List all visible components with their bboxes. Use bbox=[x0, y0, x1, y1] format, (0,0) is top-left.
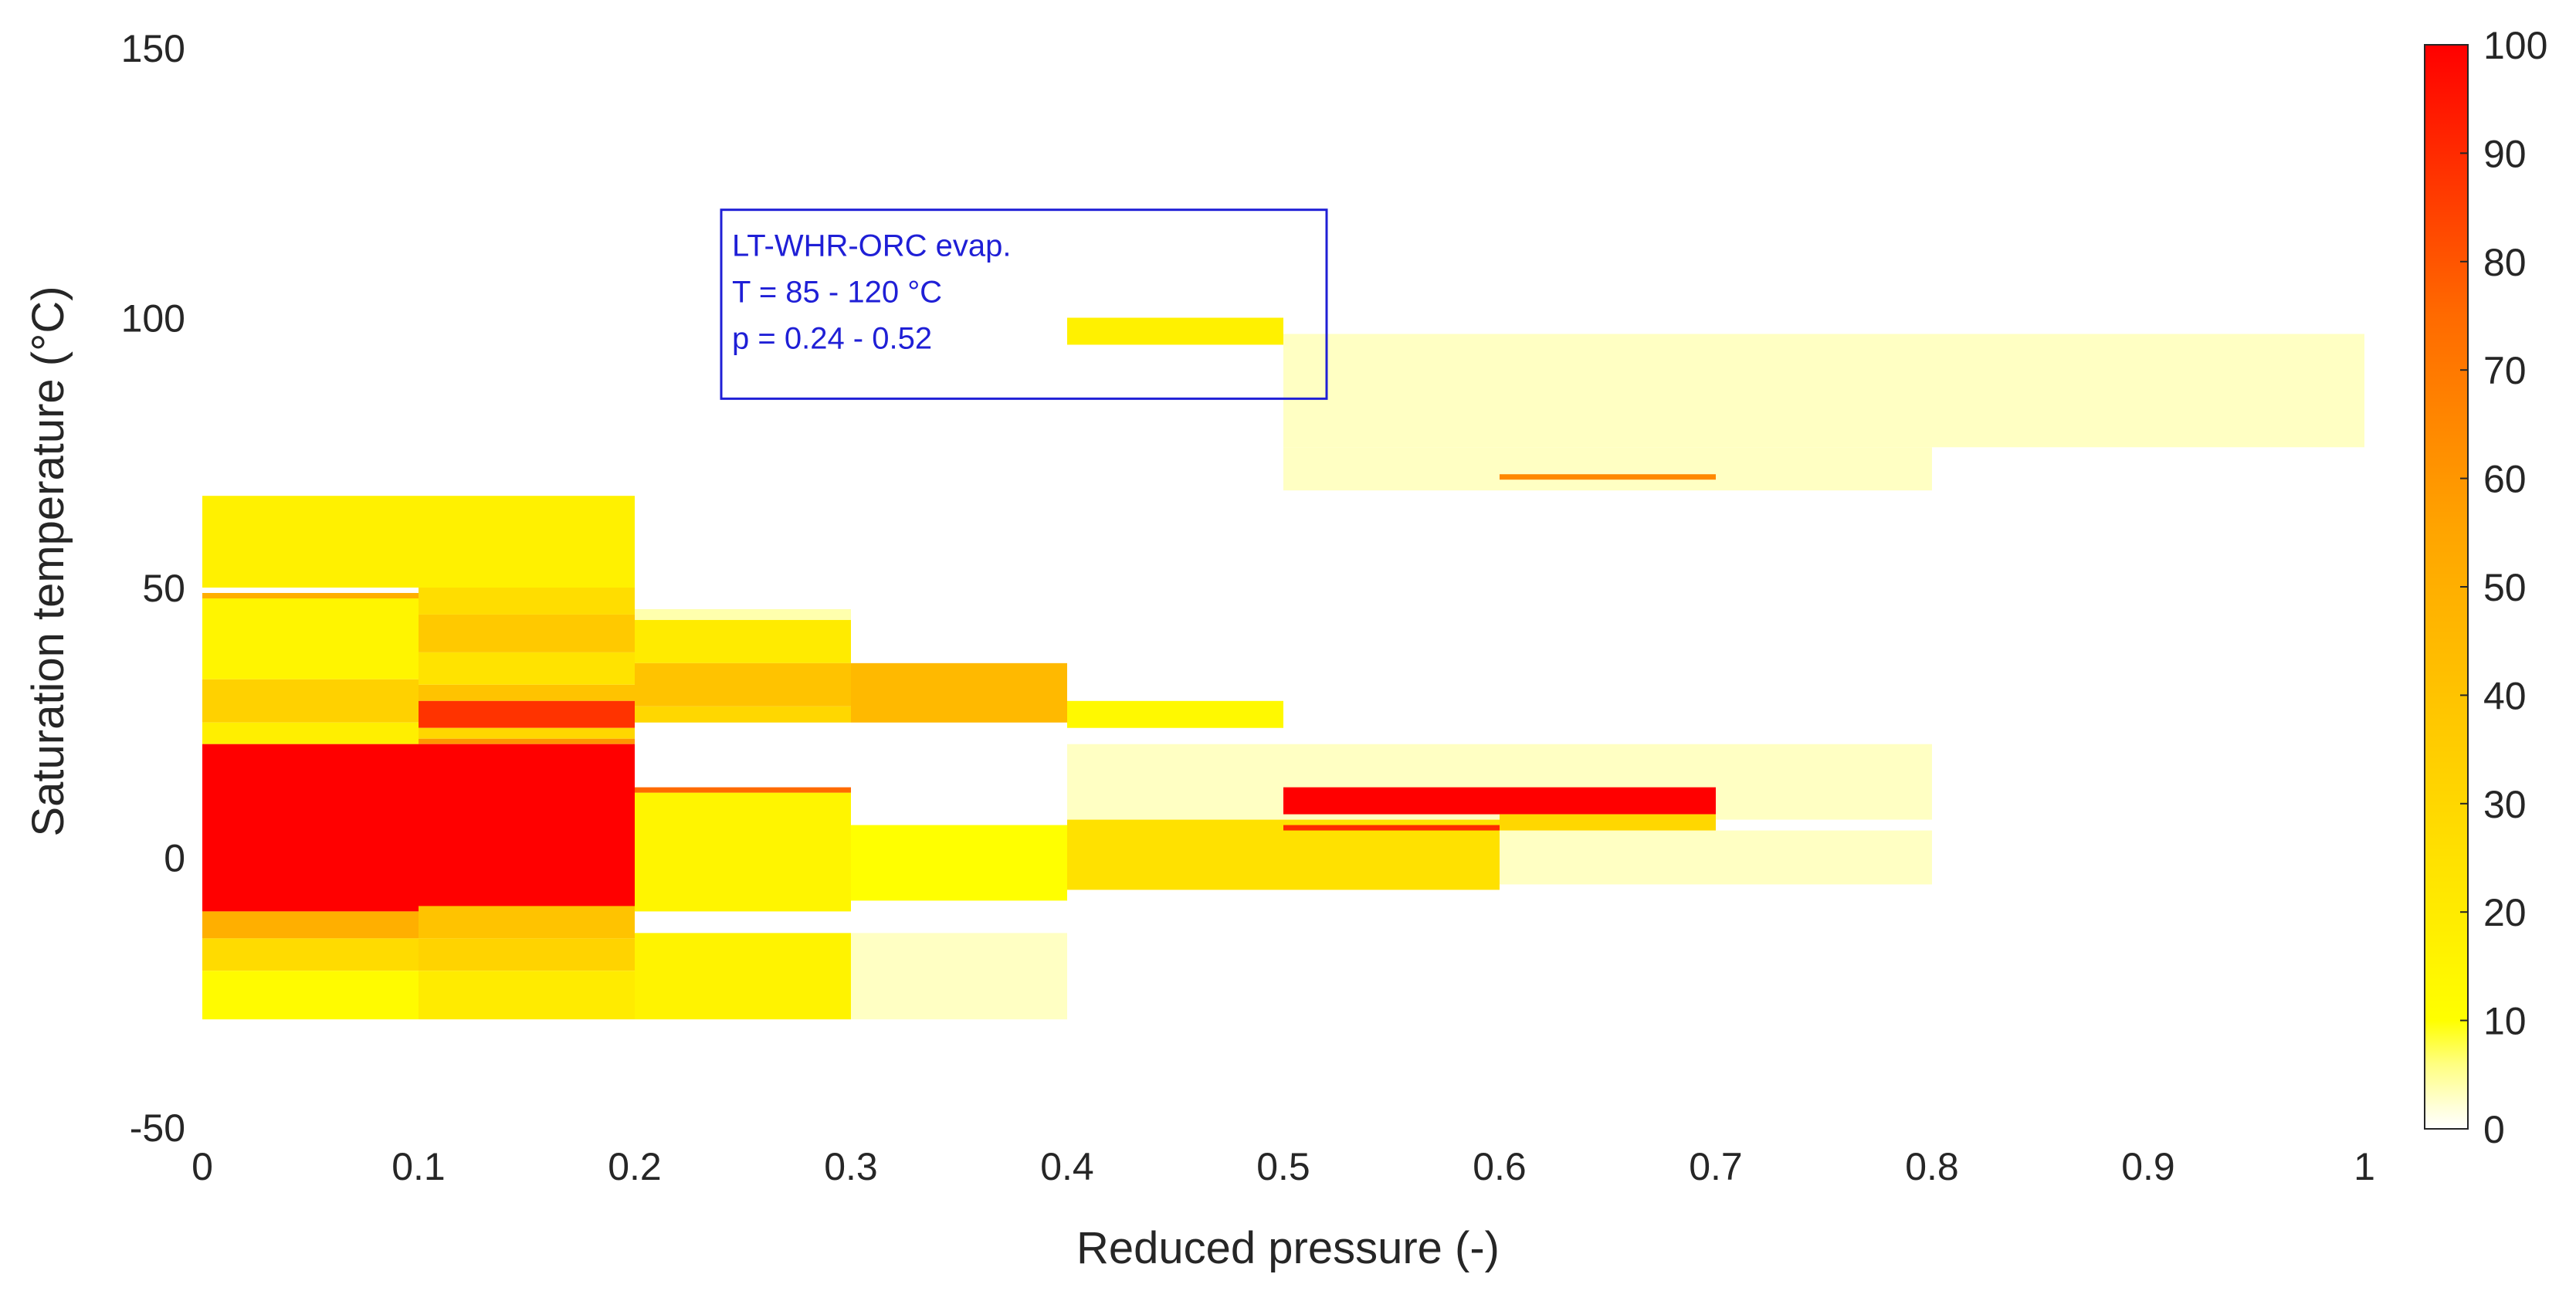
colorbar-tick-label-9: 90 bbox=[2483, 132, 2527, 175]
colorbar-ticks: 0 10 20 30 40 50 60 70 80 90 100 bbox=[2460, 24, 2547, 1151]
heatmap-cell-11 bbox=[419, 652, 635, 685]
heatmap-cell-17 bbox=[635, 619, 851, 663]
heatmap-cell-21 bbox=[1067, 700, 1283, 728]
heatmap-cell-24 bbox=[635, 787, 851, 793]
heatmap-cell-2 bbox=[1500, 474, 1716, 480]
heatmap-cell-31 bbox=[1500, 814, 1716, 831]
colorbar-tick-label-7: 70 bbox=[2483, 349, 2527, 392]
heatmap-cell-35 bbox=[419, 938, 635, 971]
heatmap-cell-25 bbox=[851, 825, 1067, 901]
colorbar-tick-label-3: 30 bbox=[2483, 783, 2527, 826]
x-axis-ticks: 0 0.1 0.2 0.3 0.4 0.5 0.6 0.7 0.8 0.9 1 bbox=[192, 1145, 2375, 1188]
colorbar-tick-label-5: 50 bbox=[2483, 566, 2527, 609]
y-tick-label-2: 50 bbox=[142, 567, 185, 610]
heatmap-cell-15 bbox=[419, 738, 635, 744]
heatmap-cell-36 bbox=[202, 971, 419, 1020]
annotation-box: LT-WHR-ORC evap. T = 85 - 120 °C p = 0.2… bbox=[720, 208, 1328, 400]
heatmap-cell-22 bbox=[202, 744, 635, 912]
y-axis-title: Saturation temperature (°C) bbox=[23, 286, 73, 836]
heatmap-cell-33 bbox=[419, 906, 635, 939]
x-tick-label-6: 0.6 bbox=[1473, 1145, 1527, 1188]
heatmap-cell-4 bbox=[202, 496, 635, 588]
heatmap-cell-1 bbox=[1283, 447, 1932, 491]
colorbar-tick-label-2: 20 bbox=[2483, 891, 2527, 934]
y-tick-label-3: 100 bbox=[121, 297, 185, 341]
x-tick-label-8: 0.8 bbox=[1905, 1145, 1959, 1188]
heatmap-cell-6 bbox=[202, 592, 419, 598]
x-tick-label-1: 0.1 bbox=[391, 1145, 446, 1188]
x-tick-label-4: 0.4 bbox=[1040, 1145, 1094, 1188]
heatmap-cell-37 bbox=[419, 971, 635, 1020]
colorbar-tick-label-8: 80 bbox=[2483, 241, 2527, 284]
heatmap-cell-39 bbox=[851, 933, 1067, 1020]
heatmap-cells bbox=[202, 317, 2364, 1020]
x-tick-label-0: 0 bbox=[192, 1145, 213, 1188]
heatmap-cell-3 bbox=[1067, 317, 1283, 345]
colorbar-tick-label-0: 0 bbox=[2483, 1108, 2505, 1151]
heatmap-cell-13 bbox=[419, 700, 635, 728]
heatmap-cell-0 bbox=[1283, 334, 2364, 448]
annotation-rect bbox=[720, 208, 1328, 400]
heatmap-cell-16 bbox=[635, 608, 851, 620]
x-tick-label-3: 0.3 bbox=[824, 1145, 878, 1188]
heatmap-cell-9 bbox=[419, 614, 635, 652]
heatmap-cell-10 bbox=[419, 588, 635, 615]
heatmap-cell-12 bbox=[419, 684, 635, 701]
heatmap-cell-27 bbox=[1067, 819, 1500, 890]
annotation-line-title: LT-WHR-ORC evap. bbox=[732, 229, 1012, 263]
x-tick-label-2: 0.2 bbox=[608, 1145, 662, 1188]
colorbar: 0 10 20 30 40 50 60 70 80 90 100 bbox=[2424, 24, 2547, 1151]
y-tick-label-4: 150 bbox=[121, 27, 185, 70]
heatmap-cell-8 bbox=[202, 722, 419, 744]
heatmap-cell-23 bbox=[635, 792, 851, 912]
heatmap-cell-28 bbox=[1500, 830, 1932, 885]
x-axis-title: Reduced pressure (-) bbox=[1076, 1223, 1500, 1273]
heatmap-cell-38 bbox=[635, 933, 851, 1020]
heatmap-cell-30 bbox=[1283, 825, 1500, 831]
annotation-line-temperature: T = 85 - 120 °C bbox=[732, 276, 942, 310]
heatmap-cell-7 bbox=[202, 679, 419, 723]
y-tick-label-1: 0 bbox=[164, 837, 185, 880]
heatmap-cell-32 bbox=[202, 911, 419, 939]
colorbar-tick-label-1: 10 bbox=[2483, 1000, 2527, 1043]
heatmap-cell-14 bbox=[419, 727, 635, 739]
y-tick-label-0: -50 bbox=[130, 1106, 185, 1150]
x-tick-label-9: 0.9 bbox=[2121, 1145, 2175, 1188]
colorbar-tick-label-4: 40 bbox=[2483, 674, 2527, 717]
x-tick-label-10: 1 bbox=[2354, 1145, 2375, 1188]
heatmap-cell-20 bbox=[851, 662, 1067, 723]
heatmap-cell-19 bbox=[635, 706, 851, 723]
heatmap-cell-18 bbox=[635, 662, 851, 706]
x-tick-label-5: 0.5 bbox=[1256, 1145, 1310, 1188]
colorbar-tick-label-6: 60 bbox=[2483, 458, 2527, 501]
x-tick-label-7: 0.7 bbox=[1689, 1145, 1743, 1188]
y-axis-ticks: -50 0 50 100 150 bbox=[121, 27, 185, 1150]
heatmap-cell-5 bbox=[202, 592, 419, 679]
heatmap-cell-29 bbox=[1283, 787, 1716, 815]
annotation-line-pressure: p = 0.24 - 0.52 bbox=[732, 322, 932, 356]
colorbar-tick-label-10: 100 bbox=[2483, 24, 2547, 67]
heatmap-cell-34 bbox=[202, 938, 419, 971]
